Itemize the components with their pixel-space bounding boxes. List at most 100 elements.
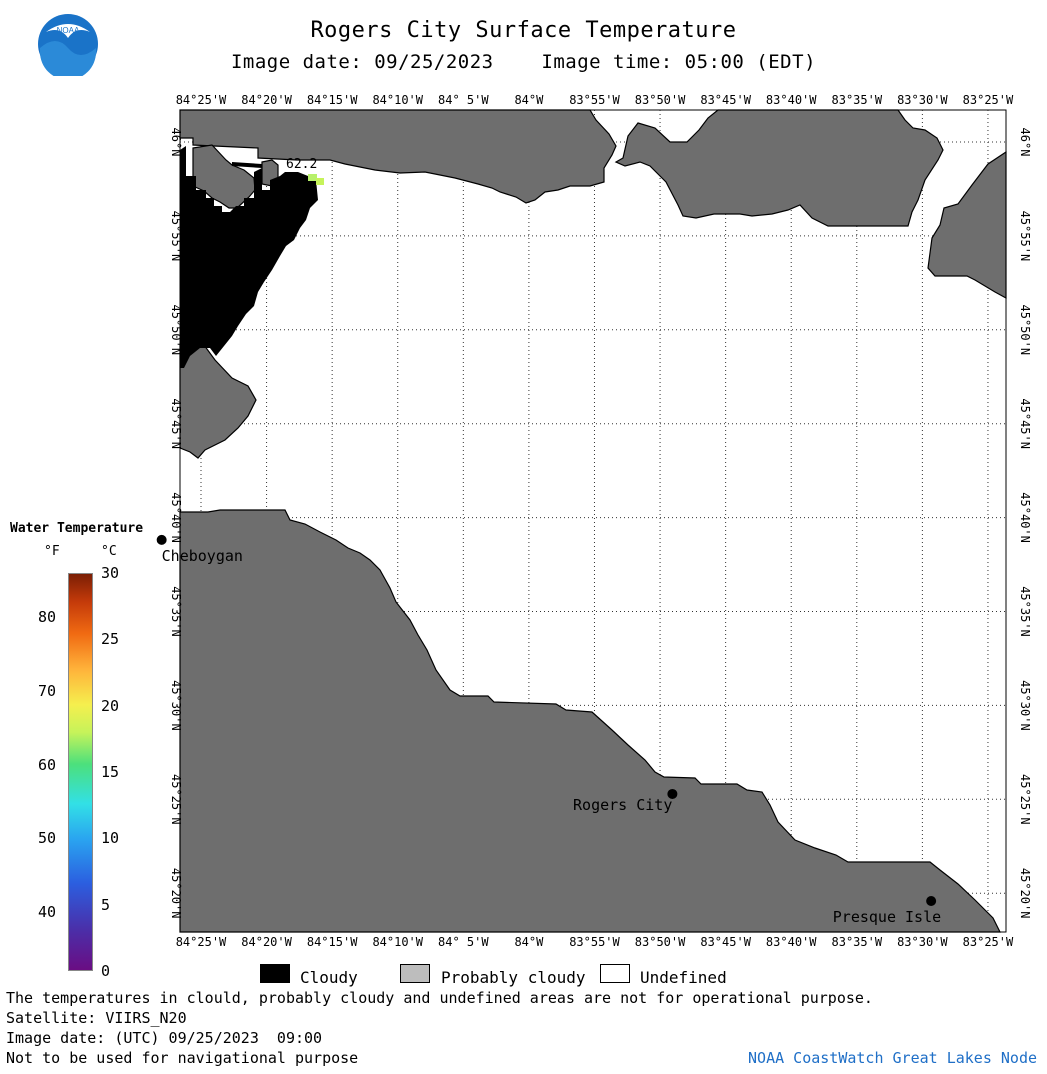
lon-tick-label: 83°45'W [700,93,751,107]
lon-tick-label: 84°15'W [307,935,358,949]
noaa-logo-text: NOAA [57,26,80,35]
cloud-sliver [232,162,262,168]
fahrenheit-tick-label: 60 [38,755,57,774]
image-date: Image date: 09/25/2023 [230,51,494,73]
lon-tick-label: 84°20'W [241,93,292,107]
lon-tick-label: 83°35'W [832,935,883,949]
land-north-point [192,144,256,209]
lon-tick-label: 83°25'W [963,93,1014,107]
lat-tick-label: 45°30'N [1018,680,1032,731]
lat-tick-label: 45°20'N [169,868,183,919]
navigation-warning: Not to be used for navigational purpose [6,1049,359,1067]
lat-tick-label: 45°50'N [169,305,183,356]
lat-tick-label: 45°35'N [169,586,183,637]
lon-tick-label: 84°25'W [176,93,227,107]
lon-tick-label: 84°20'W [241,935,292,949]
city-label: Presque Isle [833,908,941,926]
lat-tick-label: 45°40'N [1018,492,1032,543]
land-northeast-shore [614,109,944,227]
land-areas [179,109,1007,933]
lon-tick-label: 83°50'W [635,93,686,107]
lat-tick-label: 45°55'N [169,211,183,262]
lat-tick-label: 45°20'N [1018,868,1032,919]
lon-tick-label: 83°30'W [897,935,948,949]
cloudy-swatch [260,964,290,983]
celsius-tick-label: 15 [101,763,120,781]
celsius-tick-label: 25 [101,630,120,649]
lat-tick-label: 45°50'N [1018,305,1032,356]
celsius-tick-label: 10 [101,829,120,848]
lon-labels-bottom: 84°25'W 84°20'W 84°15'W 84°10'W 84° 5'W 84°W 8… [176,935,1014,949]
city-markers: Cheboygan Rogers City Presque Isle [156,534,941,926]
satellite-info: Satellite: VIIRS_N20 [6,1009,187,1027]
lat-labels-left: 46°N 45°55'N 45°50'N 45°45'N 45°40'N 45°35'N 4… [169,128,183,919]
sst-pixel [308,174,317,181]
land-east-island [927,150,1007,300]
fahrenheit-tick-label: 70 [38,681,57,700]
lon-tick-label: 83°55'W [569,93,620,107]
lat-tick-label: 46°N [1018,128,1032,157]
legend-unit-c: °C [101,544,117,559]
lat-tick-label: 45°25'N [1018,774,1032,825]
lat-tick-label: 45°45'N [169,398,183,449]
lon-tick-label: 83°45'W [700,935,751,949]
lon-labels-top: 84°25'W 84°20'W 84°15'W 84°10'W 84° 5'W 84°W 8… [176,93,1014,107]
undefined-key-label: Undefined [640,968,727,987]
disclaimer: The temperatures in clould, probably clo… [6,989,873,1007]
lon-tick-label: 83°30'W [897,93,948,107]
lat-tick-label: 45°35'N [1018,586,1032,637]
lon-tick-label: 84° 5'W [438,935,489,949]
celsius-tick-label: 30 [101,564,120,582]
temperature-label: 62.2 [286,157,317,172]
lon-tick-label: 84°W [514,935,544,949]
cloud-mask [180,146,318,368]
fahrenheit-tick-label: 50 [38,829,57,848]
fahrenheit-tick-label: 80 [38,608,57,627]
lat-tick-label: 46°N [169,128,183,157]
probably-cloudy-key-label: Probably cloudy [441,968,586,987]
lon-tick-label: 83°55'W [569,935,620,949]
cloudy-key-label: Cloudy [300,968,358,987]
legend-title: Water Temperature [10,521,144,536]
land-south-shore [179,509,1001,933]
probably-cloudy-swatch [400,964,430,983]
credit-link[interactable]: NOAA CoastWatch Great Lakes Node [748,1049,1037,1067]
fahrenheit-tick-label: 40 [38,903,57,922]
city-marker [926,896,937,907]
lon-tick-label: 84°25'W [176,935,227,949]
lat-tick-label: 45°40'N [169,492,183,543]
celsius-tick-label: 20 [101,696,120,715]
lon-tick-label: 83°25'W [963,935,1014,949]
lon-tick-label: 83°40'W [766,935,817,949]
noaa-logo: NOAA [38,14,98,76]
land-north-shore [179,109,617,204]
color-scale-bar [68,573,93,971]
city-label: Rogers City [573,796,672,814]
image-time: Image time: 05:00 (EDT) [541,51,817,73]
lat-tick-label: 45°25'N [169,774,183,825]
undefined-swatch [600,964,630,983]
map-subtitle: Image date: 09/25/2023 Image time: 05:00… [0,51,1047,73]
lon-tick-label: 83°50'W [635,935,686,949]
lon-tick-label: 83°35'W [832,93,883,107]
legend-unit-f: °F [44,544,60,559]
city-label: Cheboygan [162,547,243,565]
lon-tick-label: 83°40'W [766,93,817,107]
lat-tick-label: 45°30'N [169,680,183,731]
lat-labels-right: 46°N 45°55'N 45°50'N 45°45'N 45°40'N 45°35'N 4… [1018,128,1032,919]
lon-tick-label: 84°10'W [372,935,423,949]
lon-tick-label: 84°15'W [307,93,358,107]
city-marker [667,788,678,799]
map-title: Rogers City Surface Temperature [310,18,737,43]
utc-image-date: Image date: (UTC) 09/25/2023 09:00 [6,1029,323,1047]
land-bois-blanc [179,344,257,459]
lon-tick-label: 84°10'W [372,93,423,107]
city-marker [156,534,167,545]
sst-pixel [316,178,324,185]
celsius-tick-label: 0 [101,962,111,980]
lon-tick-label: 84°W [514,93,544,107]
lon-tick-label: 84° 5'W [438,93,489,107]
lat-tick-label: 45°45'N [1018,398,1032,449]
celsius-tick-label: 5 [101,895,111,914]
